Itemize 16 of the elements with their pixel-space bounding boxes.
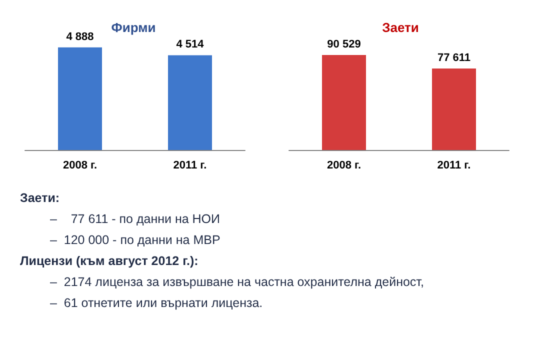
data-label: 4 888 xyxy=(66,30,94,43)
x-tick-label: 2008 г. xyxy=(62,160,98,172)
chart-title: Заети xyxy=(382,20,419,35)
text: Лицензи (към август 2012 г.): xyxy=(20,253,200,270)
chart-title: Фирми xyxy=(111,20,156,35)
text: – 77 611 - по данни на НОИ xyxy=(49,211,222,228)
data-label: 77 611 xyxy=(437,52,471,64)
data-label: 90 529 xyxy=(327,38,361,50)
text: – 61 отнетите или върнати лиценза. xyxy=(49,295,264,312)
data-label: 4 514 xyxy=(176,38,205,51)
text: – 120 000 - по данни на МВР xyxy=(49,232,222,249)
x-tick-label: 2011 г. xyxy=(173,160,207,172)
x-tick-label: 2011 г. xyxy=(437,160,471,172)
text: – 2174 лиценза за извършване на частна охранителна дейност, xyxy=(49,274,425,291)
text: Заети: xyxy=(20,190,61,207)
x-tick-label: 2008 г. xyxy=(326,160,362,172)
